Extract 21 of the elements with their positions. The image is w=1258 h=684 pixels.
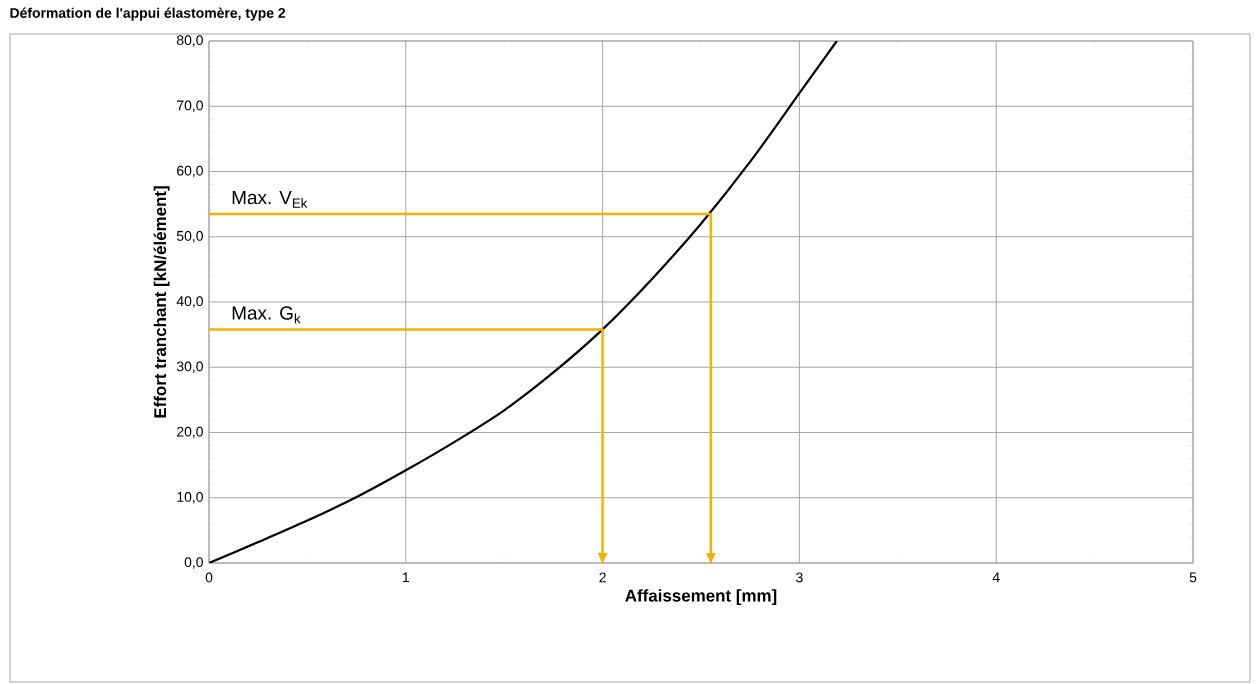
y-tick-label: 30,0 [176,361,203,373]
annotation: Max. G$_{k}$ [232,306,301,324]
y-axis-title: Effort tranchant [kN/élément] [153,186,170,418]
y-tick-label: 70,0 [177,100,203,112]
annotation: Max. V$_{Ek}$ [232,191,308,208]
x-tick-label: 0 [205,572,213,583]
x-tick-label: 1 [402,572,410,583]
y-tick-label: 20,0 [177,426,203,439]
y-tick-label: 50,0 [176,230,203,243]
line-series [209,40,838,563]
y-tick-label: 40,0 [176,296,203,308]
x-tick-label: 2 [599,572,606,583]
x-tick-label: 4 [992,572,1000,583]
y-tick-label: 0,0 [184,557,203,569]
y-tick-label: 10,0 [177,491,203,504]
x-axis-title: Affaissement [mm] [625,589,777,606]
x-tick-label: 3 [796,572,803,583]
y-tick-label: 60,0 [177,165,203,178]
x-tick-label: 5 [1189,572,1197,583]
chart-title: Déformation de l'appui élastomère, type 2 [10,7,286,21]
y-tick-label: 80,0 [176,35,203,47]
